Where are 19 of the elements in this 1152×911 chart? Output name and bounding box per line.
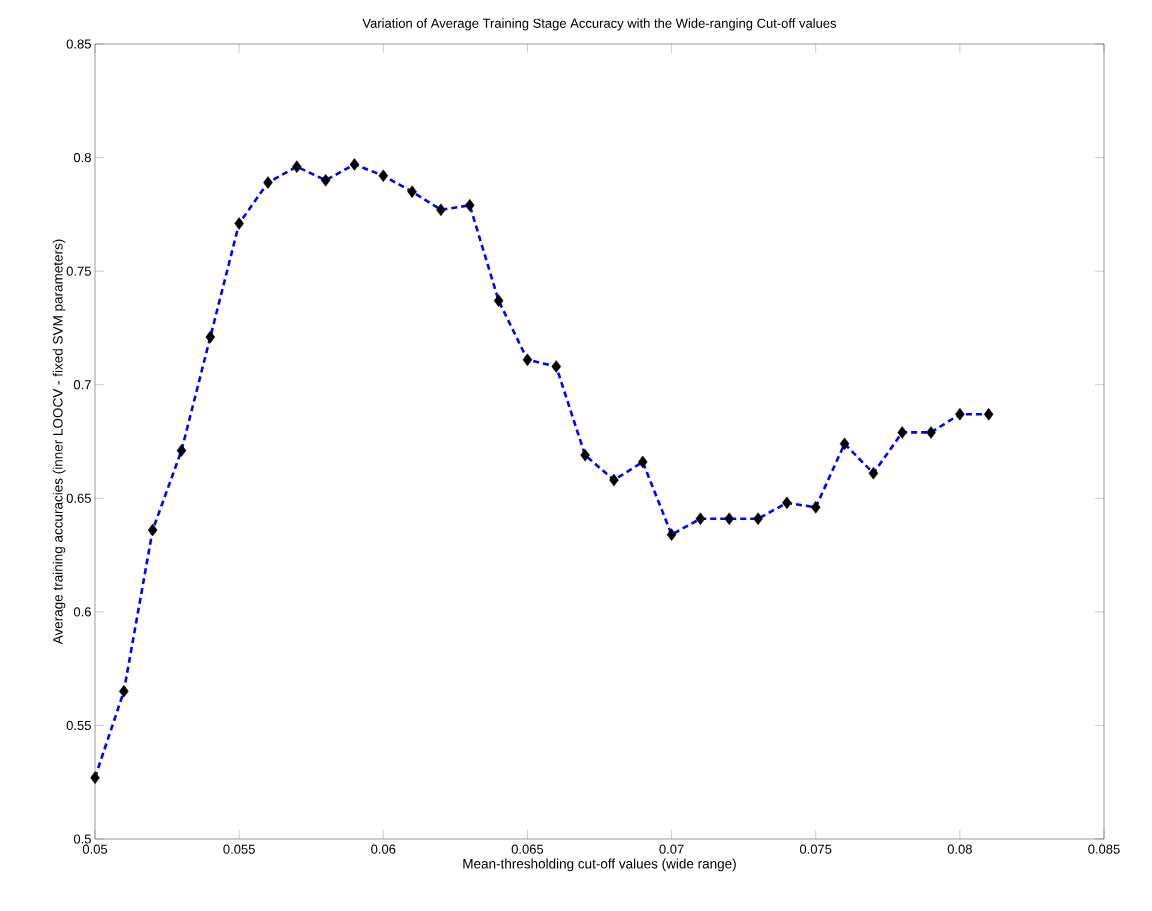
y-tick-label: 0.55	[66, 720, 91, 731]
x-tick-label: 0.05	[82, 844, 108, 854]
y-tick-label: 0.75	[66, 266, 91, 276]
chart-title: Variation of Average Training Stage Accuracy with the Wide-ranging Cut-off values	[362, 18, 837, 31]
x-axis-title: Mean-thresholding cut-off values (wide range)	[463, 858, 736, 872]
y-tick-label: 0.7	[73, 380, 91, 390]
x-tick-label: 0.07	[659, 844, 684, 854]
y-tick-label: 0.85	[66, 39, 91, 49]
y-tick-label: 0.65	[66, 493, 91, 503]
y-tick-label: 0.6	[73, 607, 91, 617]
x-tick-label: 0.08	[947, 844, 972, 854]
x-tick-label: 0.085	[1088, 844, 1120, 854]
y-axis-title: Average training accuracies (inner LOOCV - fixed SVM parameters)	[52, 239, 66, 645]
y-tick-label: 0.5	[73, 834, 91, 844]
y-tick-label: 0.8	[73, 152, 91, 163]
x-tick-label: 0.075	[799, 844, 832, 854]
x-tick-label: 0.065	[511, 844, 544, 854]
x-tick-label: 0.06	[371, 844, 396, 854]
x-tick-label: 0.055	[223, 844, 255, 854]
